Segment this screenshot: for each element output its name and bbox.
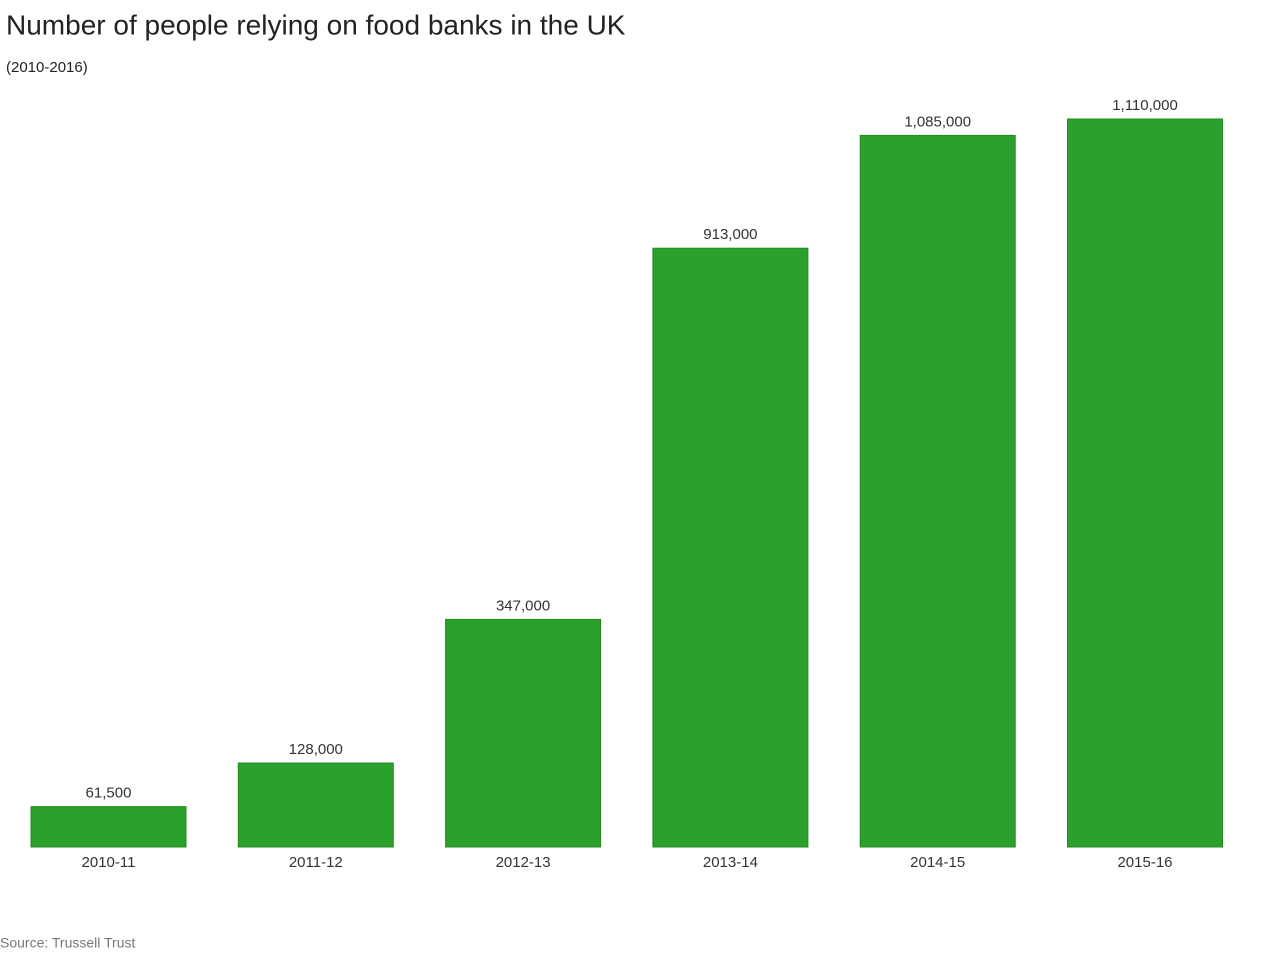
x-tick-label: 2010-11	[82, 854, 136, 871]
value-label: 1,110,000	[1112, 97, 1178, 114]
x-tick-label: 2011-12	[289, 854, 343, 871]
bar	[859, 134, 1016, 848]
bar	[652, 247, 809, 848]
x-tick-label: 2012-13	[496, 854, 551, 871]
bar	[30, 806, 187, 848]
value-label: 913,000	[703, 226, 757, 243]
x-tick-label: 2013-14	[703, 854, 758, 871]
chart-title: Number of people relying on food banks i…	[6, 9, 626, 40]
x-tick-label: 2015-16	[1117, 854, 1172, 871]
chart-subtitle: (2010-2016)	[6, 59, 88, 76]
value-label: 128,000	[289, 741, 343, 758]
value-label: 347,000	[496, 597, 550, 614]
value-label: 61,500	[86, 785, 132, 802]
bar	[445, 618, 602, 848]
x-tick-label: 2014-15	[910, 854, 965, 871]
bar	[1067, 118, 1223, 848]
source-note: Source: Trussell Trust	[0, 935, 135, 951]
value-label: 1,085,000	[904, 113, 971, 130]
bar	[237, 762, 394, 848]
